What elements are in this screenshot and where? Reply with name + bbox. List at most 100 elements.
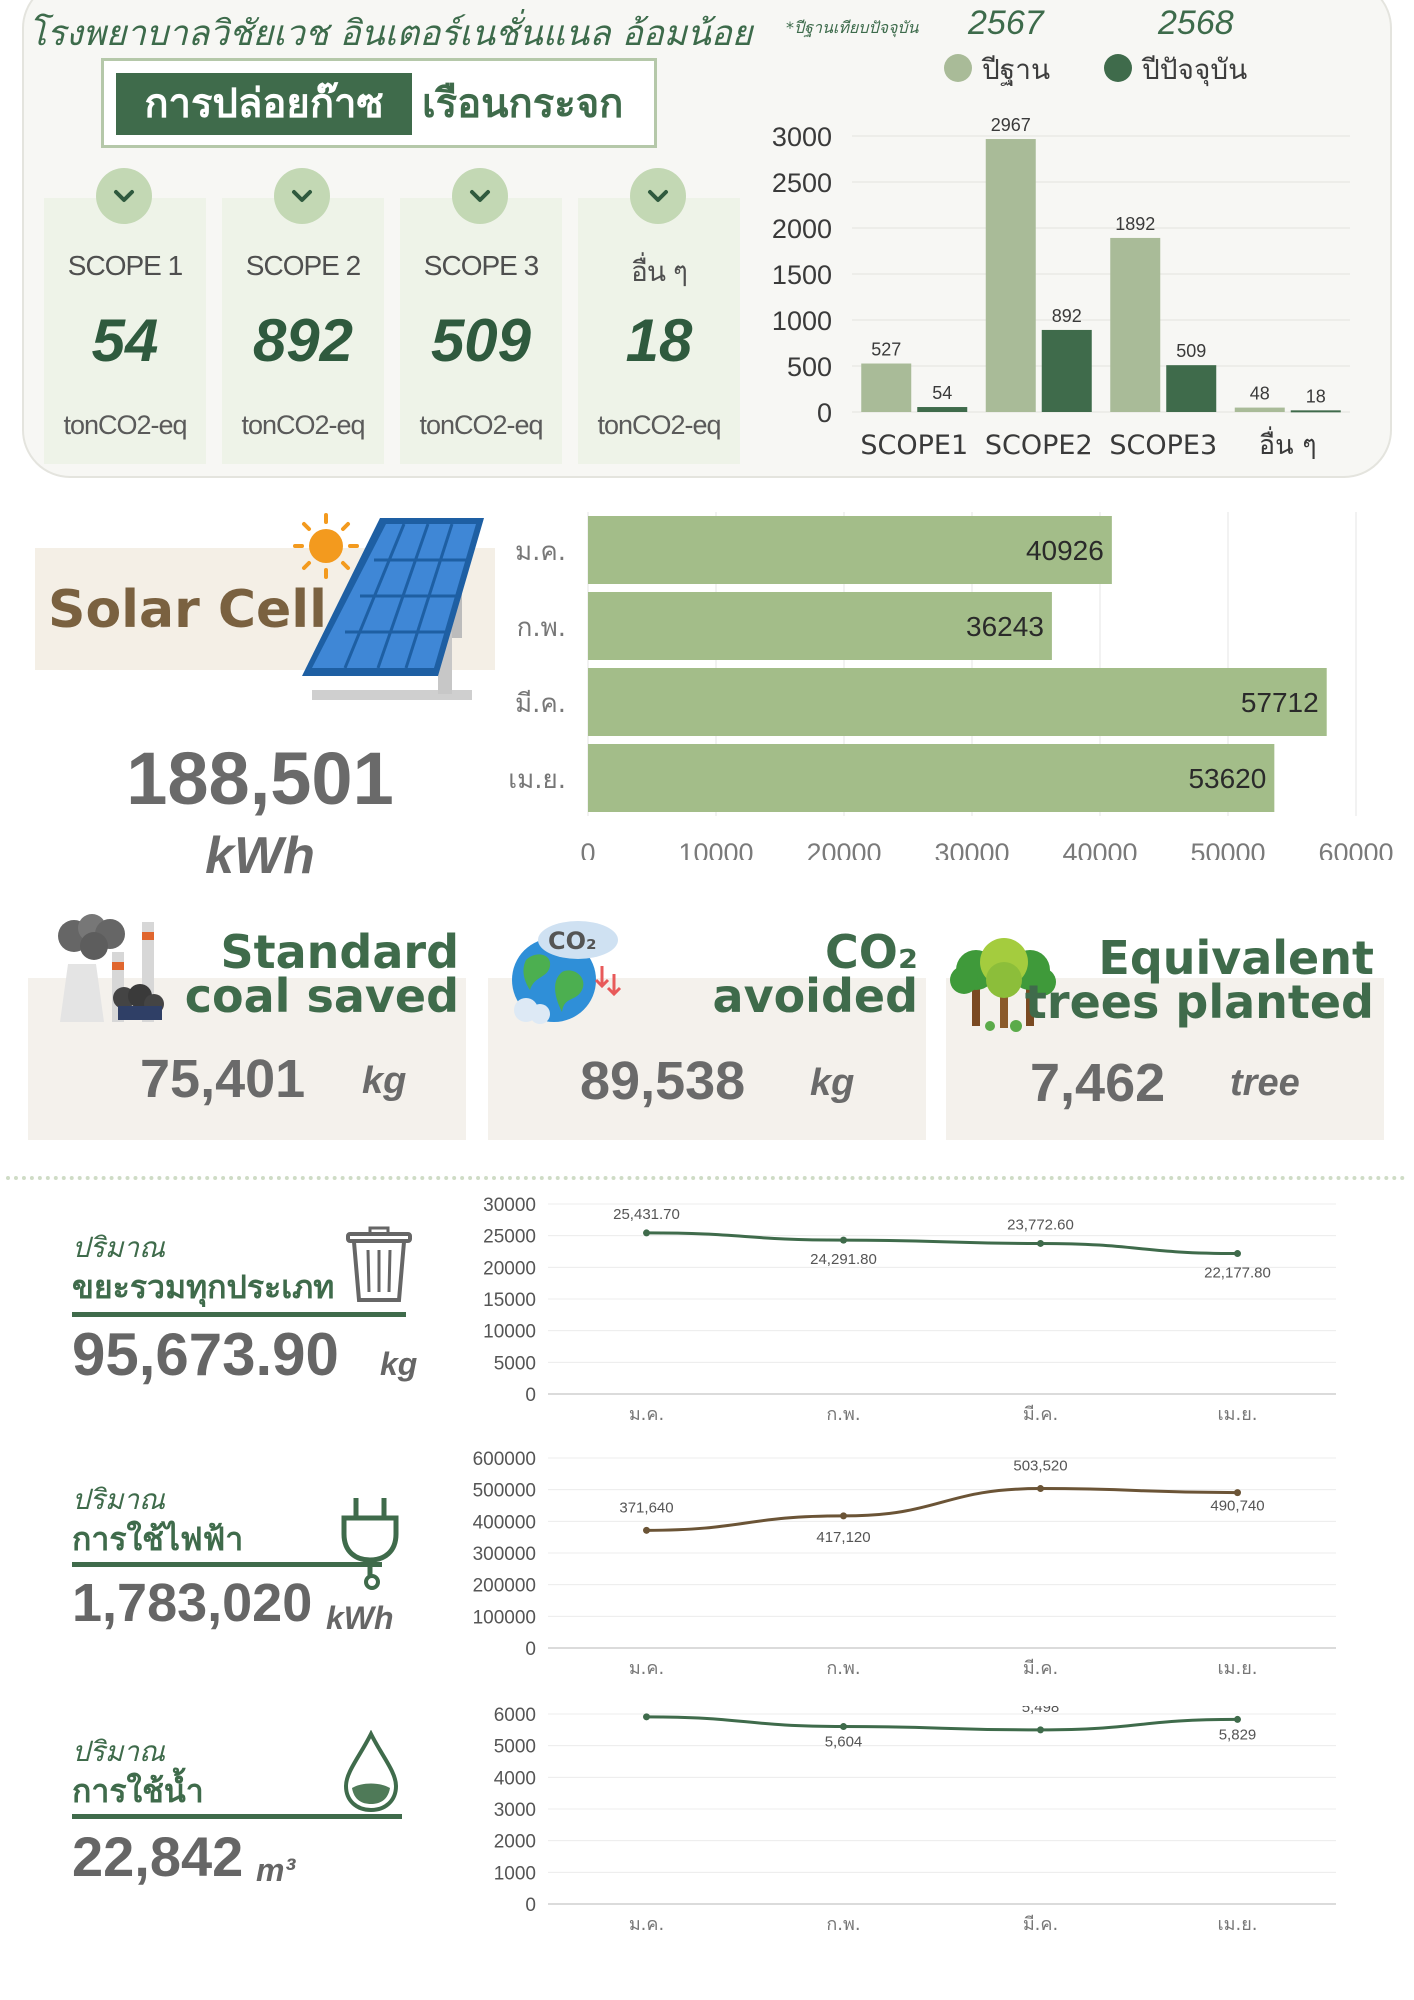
y-tick-label: 0 (525, 1639, 536, 1660)
data-label: 5,604 (825, 1734, 863, 1751)
waste-total: 95,673.90 (72, 1321, 339, 1388)
x-tick-label: 10000 (678, 838, 753, 860)
bar-value-label: 40926 (1026, 535, 1104, 566)
scope-card-3: SCOPE 3 509 tonCO2-eq (400, 168, 562, 464)
trees-planted-box (946, 978, 1384, 1140)
scope-card-1: SCOPE 1 54 tonCO2-eq (44, 168, 206, 464)
y-tick-label: เม.ย. (508, 765, 566, 795)
scope-unit: tonCO2-eq (241, 410, 365, 440)
data-point (1037, 1485, 1044, 1493)
data-point (1234, 1250, 1241, 1258)
y-tick-label: 20000 (483, 1258, 536, 1279)
y-tick-label: 2000 (772, 214, 832, 244)
bar-current (1041, 329, 1092, 412)
y-tick-label: 10000 (483, 1322, 536, 1343)
x-tick-label: มี.ค. (1023, 1658, 1058, 1679)
y-tick-label: 1000 (494, 1863, 536, 1884)
chevron-down-icon[interactable] (274, 168, 330, 224)
data-point (643, 1526, 650, 1534)
baseline-note: *ปีฐานเทียบปัจจุบัน (786, 18, 919, 37)
solar-unit: kWh (205, 827, 315, 885)
scope-label: SCOPE 1 (67, 250, 183, 281)
data-label: 371,640 (619, 1499, 673, 1516)
data-label: 490,740 (1210, 1498, 1264, 1515)
y-tick-label: 2000 (494, 1832, 536, 1853)
series-line (646, 1715, 1238, 1732)
y-tick-label: 15000 (483, 1290, 536, 1311)
y-tick-label: 5000 (494, 1737, 536, 1758)
x-tick-label: SCOPE1 (860, 430, 968, 461)
x-tick-label: ม.ค. (629, 1658, 664, 1679)
solar-title: Solar Cell (48, 580, 327, 640)
waste-line-chart: 0 5000 10000 15000 20000 25000 30000 25,431.70 ม… (483, 1196, 1336, 1425)
series-line (646, 1231, 1238, 1256)
bar-value-label: 509 (1176, 341, 1206, 361)
x-tick-label: เม.ย. (1217, 1404, 1257, 1425)
bar-value-label: 54 (932, 383, 952, 403)
y-tick-label: 400000 (473, 1512, 536, 1533)
waste-title: ขยะรวมทุกประเภท (72, 1268, 335, 1306)
data-point (1037, 1239, 1044, 1247)
chevron-down-icon[interactable] (96, 168, 152, 224)
bar (588, 668, 1327, 736)
x-tick-label: 0 (580, 838, 595, 860)
data-point (1234, 1715, 1241, 1723)
y-tick-label: 1000 (772, 306, 832, 336)
y-tick-label: 4000 (494, 1768, 536, 1789)
bar-value-label: 36243 (966, 611, 1044, 642)
plug-icon (341, 1498, 399, 1590)
scope-value: 509 (430, 307, 532, 374)
x-tick-label: 20000 (806, 838, 881, 860)
bar (588, 516, 1112, 584)
bar-value-label: 18 (1306, 386, 1326, 406)
series-line (646, 1487, 1238, 1532)
legend-base-swatch (944, 54, 972, 82)
coal-title-line2: coal saved (184, 969, 459, 1023)
data-point (1037, 1726, 1044, 1734)
scope-unit: tonCO2-eq (419, 410, 543, 440)
water-title: การใช้น้ำ (72, 1772, 204, 1810)
legend-current-label: ปีปัจจุบัน (1142, 53, 1248, 86)
trees-title-line1: Equivalent (1098, 931, 1374, 985)
scope-value: 54 (91, 307, 159, 374)
x-tick-label: 30000 (934, 838, 1009, 860)
y-tick-label: 1500 (772, 260, 832, 290)
chevron-down-icon[interactable] (452, 168, 508, 224)
bar-base (1110, 237, 1161, 412)
data-label: 5,498 (1022, 1706, 1060, 1716)
co2-title-line1: CO₂ (824, 925, 918, 979)
trees-icon (950, 938, 1056, 1032)
y-tick-label: ม.ค. (515, 537, 566, 567)
scope-card-other: อื่น ๆ 18 tonCO2-eq (578, 168, 740, 464)
solar-total: 188,501 (126, 737, 394, 820)
scope-label: SCOPE 2 (245, 250, 361, 281)
scope-value: 18 (625, 307, 693, 374)
data-point (840, 1236, 847, 1244)
bar-value-label: 2967 (991, 115, 1031, 135)
y-tick-label: 300000 (473, 1544, 536, 1565)
x-tick-label: 40000 (1062, 838, 1137, 860)
y-tick-label: 6000 (494, 1706, 536, 1726)
coal-unit: kg (362, 1060, 407, 1102)
bar-current (1166, 365, 1217, 412)
data-point (1234, 1489, 1241, 1497)
electric-underline (72, 1562, 382, 1567)
x-tick-label: ม.ค. (629, 1404, 664, 1425)
y-tick-label: 2500 (772, 168, 832, 198)
waste-prefix: ปริมาณ (72, 1231, 165, 1264)
bar (588, 592, 1052, 660)
sun-icon (293, 513, 359, 579)
x-tick-label: เม.ย. (1217, 1658, 1257, 1679)
scope-unit: tonCO2-eq (597, 410, 721, 440)
y-tick-label: 600000 (473, 1450, 536, 1470)
chevron-down-icon[interactable] (630, 168, 686, 224)
y-tick-label: 200000 (473, 1576, 536, 1597)
legend-current-swatch (1104, 54, 1132, 82)
y-tick-label: 5000 (494, 1353, 536, 1374)
x-tick-label: ก.พ. (826, 1658, 860, 1679)
y-tick-label: มี.ค. (515, 689, 566, 719)
water-drop-icon (343, 1730, 399, 1813)
co2-icon-text: CO₂ (548, 927, 597, 955)
y-tick-label: 500000 (473, 1481, 536, 1502)
data-label: 22,177.80 (1204, 1265, 1271, 1282)
